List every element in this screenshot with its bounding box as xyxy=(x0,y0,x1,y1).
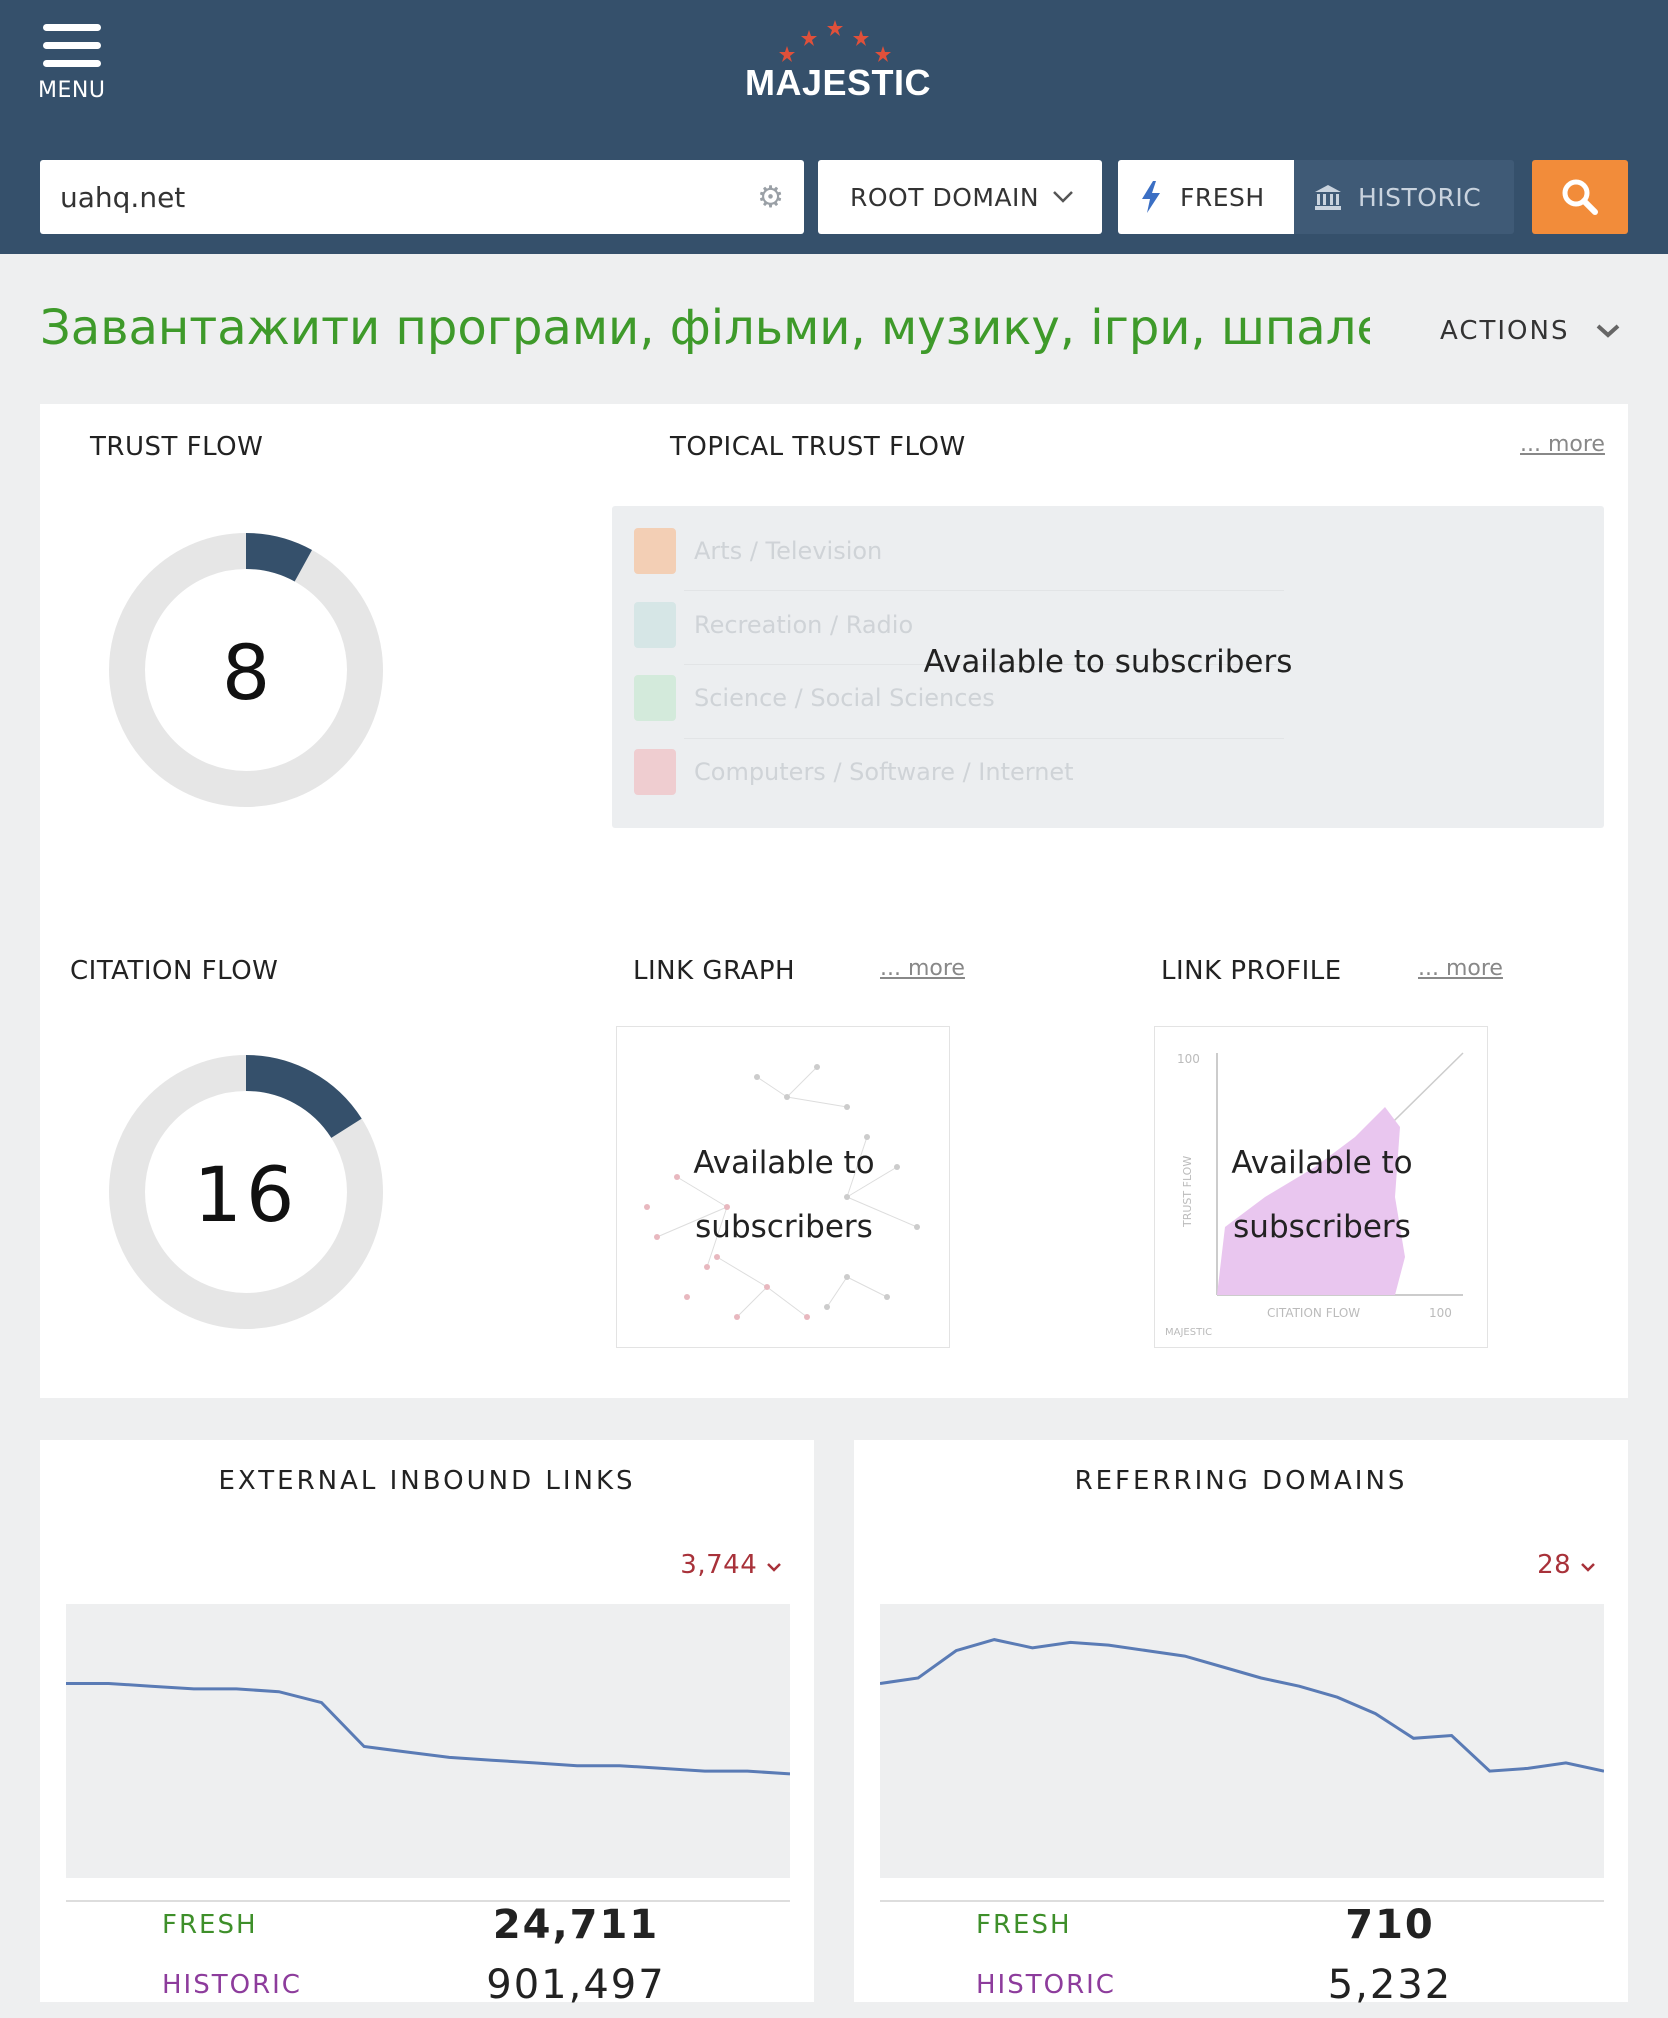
historic-row: HISTORIC 5,232 xyxy=(880,1904,1604,2008)
topical-trust-flow-label: TOPICAL TRUST FLOW xyxy=(670,432,966,462)
fresh-index-label: FRESH xyxy=(1180,182,1265,212)
fresh-value: 24,711 xyxy=(492,1902,660,1948)
topical-trust-flow-subscriber-notice: Available to subscribers xyxy=(923,644,1293,680)
search-input-value[interactable]: uahq.net xyxy=(60,180,186,214)
external-inbound-links-delta[interactable]: 3,744 xyxy=(680,1550,782,1580)
majestic-logo[interactable]: MAJESTIC xyxy=(745,18,932,108)
topic-item: Recreation / Radio xyxy=(634,602,913,648)
fresh-index-button[interactable]: FRESH xyxy=(1118,160,1294,234)
link-profile-x-axis-label: CITATION FLOW xyxy=(1267,1306,1360,1320)
citation-flow-label: CITATION FLOW xyxy=(70,956,279,986)
link-graph-more-link[interactable]: ... more xyxy=(880,956,965,981)
actions-menu[interactable]: ACTIONS xyxy=(1440,316,1621,346)
domain-search-input[interactable]: uahq.net ⚙ xyxy=(40,160,804,234)
topic-item: Science / Social Sciences xyxy=(634,675,995,721)
link-profile-x-max: 100 xyxy=(1429,1306,1452,1320)
search-icon xyxy=(1562,179,1598,215)
fresh-row: FRESH 710 xyxy=(880,1882,1604,1972)
link-profile-preview: 100 TRUST FLOW CITATION FLOW 100 MAJESTI… xyxy=(1165,1052,1464,1338)
historic-row: HISTORIC 901,497 xyxy=(66,1904,790,2008)
link-graph-notice-line2: subscribers xyxy=(695,1209,873,1245)
historic-index-label: HISTORIC xyxy=(1358,182,1482,212)
trust-flow-value: 8 xyxy=(221,628,271,717)
topic-label: Science / Social Sciences xyxy=(694,684,995,712)
delta-value: 28 xyxy=(1537,1550,1572,1580)
page-title: Завантажити програми, фільми, музику, іг… xyxy=(40,300,1370,356)
link-profile-subscriber-notice: Available to subscribers xyxy=(1155,1131,1489,1259)
link-profile-y-axis-label: TRUST FLOW xyxy=(1181,1156,1194,1228)
topic-label: Recreation / Radio xyxy=(694,611,914,639)
link-profile-notice-line1: Available to xyxy=(1231,1145,1413,1181)
link-profile-notice-line2: subscribers xyxy=(1233,1209,1411,1245)
trend-line xyxy=(66,1682,790,1776)
link-graph-thumbnail[interactable]: Available to subscribers xyxy=(616,1026,950,1348)
flow-metrics-card: TRUST FLOW 8 TOPICAL TRUST FLOW ... more… xyxy=(40,404,1628,1398)
link-profile-watermark: MAJESTIC xyxy=(1165,1327,1212,1338)
scope-select-value: ROOT DOMAIN xyxy=(850,182,1040,212)
link-profile-more-link[interactable]: ... more xyxy=(1418,956,1503,981)
referring-domains-title: REFERRING DOMAINS xyxy=(1074,1466,1408,1496)
link-graph-subscriber-notice: Available to subscribers xyxy=(617,1131,951,1259)
external-inbound-links-card: EXTERNAL INBOUND LINKS 3,744 FRESH 24,71… xyxy=(40,1440,814,2008)
actions-label: ACTIONS xyxy=(1440,316,1570,346)
scope-select[interactable]: ROOT DOMAIN xyxy=(818,160,1102,234)
topical-trust-flow-panel: Arts / Television Recreation / Radio Sci… xyxy=(612,506,1604,828)
trust-flow-donut[interactable]: 8 xyxy=(108,532,384,808)
chevron-down-icon xyxy=(1597,324,1620,338)
referring-domains-delta[interactable]: 28 xyxy=(1537,1550,1596,1580)
topic-swatch xyxy=(634,528,676,574)
logo-stars-icon xyxy=(779,20,891,62)
gear-icon[interactable]: ⚙ xyxy=(757,179,784,215)
link-profile-thumbnail[interactable]: 100 TRUST FLOW CITATION FLOW 100 MAJESTI… xyxy=(1154,1026,1488,1348)
menu-label: MENU xyxy=(38,78,106,103)
topic-item: Arts / Television xyxy=(634,528,882,574)
link-graph-preview xyxy=(644,1064,920,1320)
fresh-label: FRESH xyxy=(162,1910,258,1940)
chevron-down-icon xyxy=(767,1563,781,1572)
trend-line xyxy=(880,1638,1604,1773)
chevron-down-icon xyxy=(1581,1563,1595,1572)
historic-label: HISTORIC xyxy=(976,1970,1116,2000)
topic-swatch xyxy=(634,749,676,795)
fresh-row: FRESH 24,711 xyxy=(66,1882,790,1972)
citation-flow-donut[interactable]: 16 xyxy=(108,1054,384,1330)
link-graph-label: LINK GRAPH xyxy=(633,956,796,986)
topical-trust-flow-more-link[interactable]: ... more xyxy=(1520,432,1605,457)
historic-index-button[interactable]: HISTORIC xyxy=(1294,160,1514,234)
fresh-label: FRESH xyxy=(976,1910,1072,1940)
citation-flow-arc xyxy=(109,1055,383,1329)
delta-value: 3,744 xyxy=(680,1550,758,1580)
topic-swatch xyxy=(634,602,676,648)
historic-label: HISTORIC xyxy=(162,1970,302,2000)
lightning-icon xyxy=(1142,181,1160,213)
fresh-value: 710 xyxy=(1345,1902,1435,1948)
referring-domains-chart[interactable] xyxy=(880,1604,1604,1878)
link-graph-notice-line1: Available to xyxy=(693,1145,875,1181)
referring-domains-card: REFERRING DOMAINS 28 FRESH 710 HISTORIC … xyxy=(854,1440,1628,2008)
historic-value: 5,232 xyxy=(1327,1962,1453,2008)
external-inbound-links-chart[interactable] xyxy=(66,1604,790,1878)
external-inbound-links-title: EXTERNAL INBOUND LINKS xyxy=(218,1466,636,1496)
bank-icon xyxy=(1315,185,1341,210)
topic-label: Arts / Television xyxy=(694,537,883,565)
citation-flow-value: 16 xyxy=(193,1150,299,1239)
menu-icon xyxy=(43,24,101,68)
page-title-text: Завантажити програми, фільми, музику, іг… xyxy=(40,300,1370,356)
top-bar: MENU MAJESTIC uahq.net ⚙ ROOT DOMAIN FRE… xyxy=(0,0,1668,254)
search-button[interactable] xyxy=(1532,160,1628,234)
link-profile-label: LINK PROFILE xyxy=(1161,956,1342,986)
trust-flow-arc xyxy=(109,533,383,807)
trust-flow-label: TRUST FLOW xyxy=(90,432,264,462)
topic-swatch xyxy=(634,675,676,721)
topic-item: Computers / Software / Internet xyxy=(634,749,1074,795)
logo-text: MAJESTIC xyxy=(745,62,932,103)
link-profile-y-max: 100 xyxy=(1177,1052,1200,1066)
chevron-down-icon xyxy=(1053,191,1073,203)
topic-label: Computers / Software / Internet xyxy=(694,758,1074,786)
historic-value: 901,497 xyxy=(486,1962,666,2008)
menu-button[interactable]: MENU xyxy=(38,24,126,103)
